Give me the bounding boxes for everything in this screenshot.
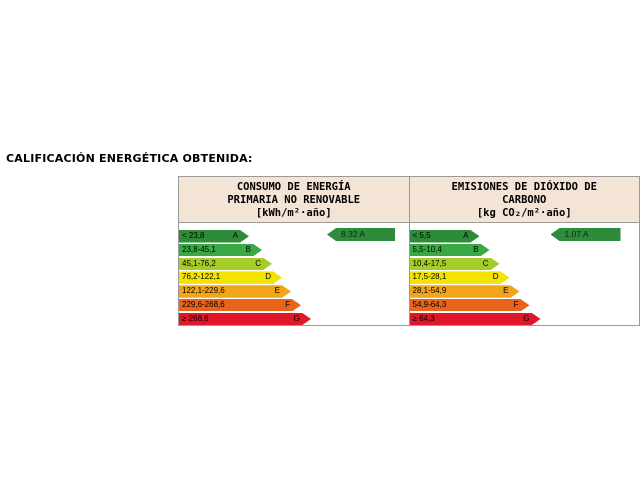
rating-letter: E: [503, 286, 509, 296]
rating-letter: F: [285, 299, 290, 309]
energy-rating-indicator: 8.32 A: [327, 228, 395, 241]
rating-range: 76,2-122,1: [182, 272, 221, 282]
rating-letter: G: [293, 313, 300, 323]
rating-bar-f: 54,9-64,3 F: [410, 299, 530, 312]
rating-letter: C: [255, 258, 261, 268]
rating-range: 122,1-229,6: [182, 286, 225, 296]
energy-consumption-header: CONSUMO DE ENERGÍA PRIMARIA NO RENOVABLE…: [179, 177, 409, 223]
rating-bar-b: 23,8-45,1 B: [179, 244, 262, 257]
rating-range: < 5,5: [412, 231, 431, 240]
header-unit: [kg CO₂/m²·año]: [476, 207, 572, 219]
rating-bar-g: ≥ 268,6 G: [179, 313, 311, 326]
rating-range: 28,1-54,9: [412, 286, 447, 296]
co2-emissions-panel: EMISIONES DE DIÓXIDO DE CARBONO [kg CO₂/…: [408, 177, 640, 325]
co2-rating-scale: < 5,5 A 5,5-10,4 B 10,4-17,5 C 17,5-28,1 D 28,1-…: [410, 230, 541, 327]
co2-scale-body: < 5,5 A 5,5-10,4 B 10,4-17,5 C 17,5-28,1 D 28,1-…: [410, 223, 640, 325]
rating-letter: A: [463, 231, 469, 240]
energy-scale-body: < 23,8 A 23,8-45,1 B 45,1-76,2 C 76,2-122,1 D 12…: [179, 223, 409, 325]
rating-range: ≥ 268,6: [182, 313, 209, 323]
header-line: PRIMARIA NO RENOVABLE: [227, 194, 361, 206]
header-unit: [kWh/m²·año]: [255, 207, 332, 219]
header-line: CARBONO: [502, 194, 547, 206]
rating-letter: G: [523, 313, 530, 323]
rating-letter: A: [232, 231, 238, 240]
rating-range: 17,5-28,1: [412, 272, 447, 282]
energy-consumption-panel: CONSUMO DE ENERGÍA PRIMARIA NO RENOVABLE…: [179, 177, 409, 325]
page-title: CALIFICACIÓN ENERGÉTICA OBTENIDA:: [6, 152, 253, 165]
rating-range: 23,8-45,1: [182, 244, 216, 254]
co2-emissions-header: EMISIONES DE DIÓXIDO DE CARBONO [kg CO₂/…: [409, 177, 639, 223]
energy-rating-scale: < 23,8 A 23,8-45,1 B 45,1-76,2 C 76,2-122,1 D 12…: [179, 230, 311, 327]
rating-range: 54,9-64,3: [412, 299, 447, 309]
rating-letter: B: [245, 244, 251, 254]
rating-bar-a: < 5,5 A: [410, 230, 480, 243]
rating-bar-g: ≥ 64,3 G: [410, 313, 541, 326]
rating-bar-c: 45,1-76,2 C: [179, 258, 272, 271]
rating-bar-b: 5,5-10,4 B: [410, 244, 490, 257]
rating-bar-a: < 23,8 A: [179, 230, 249, 243]
rating-range: < 23,8: [182, 231, 205, 240]
rating-range: 5,5-10,4: [412, 244, 442, 254]
rating-letter: B: [473, 244, 479, 254]
rating-bar-f: 229,6-268,6 F: [179, 299, 301, 312]
rating-letter: E: [274, 286, 280, 296]
rating-range: 45,1-76,2: [182, 258, 216, 268]
rating-bar-e: 122,1-229,6 E: [179, 285, 291, 298]
rating-letter: C: [482, 258, 489, 268]
rating-bar-d: 17,5-28,1 D: [410, 271, 510, 284]
header-line: CONSUMO DE ENERGÍA: [236, 181, 351, 193]
rating-letter: F: [513, 299, 519, 309]
rating-range: 10,4-17,5: [412, 258, 447, 268]
co2-rating-indicator: 1.07 A: [550, 228, 621, 241]
rating-table: CONSUMO DE ENERGÍA PRIMARIA NO RENOVABLE…: [178, 176, 640, 326]
header-line: EMISIONES DE DIÓXIDO DE: [451, 181, 597, 193]
rating-bar-c: 10,4-17,5 C: [410, 258, 500, 271]
rating-range: 229,6-268,6: [182, 299, 225, 309]
rating-letter: D: [265, 272, 271, 282]
rating-range: ≥ 64,3: [412, 313, 435, 323]
rating-bar-d: 76,2-122,1 D: [179, 271, 282, 284]
rating-letter: D: [492, 272, 499, 282]
rating-bar-e: 28,1-54,9 E: [410, 285, 520, 298]
